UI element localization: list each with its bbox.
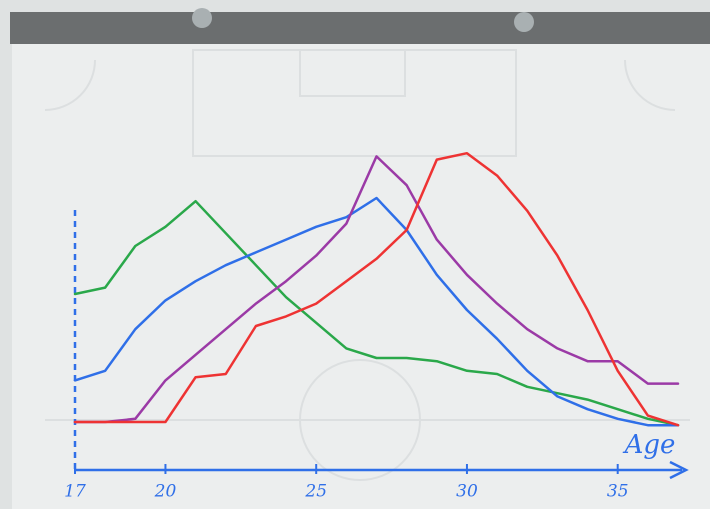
x-axis-arrow: [669, 460, 689, 480]
line-series: [73, 151, 680, 427]
x-tick-label: 17: [64, 482, 86, 502]
x-tick-label: 25: [304, 482, 327, 502]
magnet: [192, 8, 212, 28]
line-series: [73, 199, 680, 427]
board-frame: [10, 12, 710, 44]
line-series: [73, 196, 680, 427]
x-tick-label: 30: [456, 482, 478, 502]
x-axis-label: Age: [623, 430, 676, 460]
line-series: [73, 155, 680, 424]
magnet: [514, 12, 534, 32]
x-tick-label: 35: [607, 482, 629, 502]
field-lines: [44, 49, 690, 481]
whiteboard: [12, 42, 710, 509]
x-tick-label: 20: [154, 482, 177, 502]
